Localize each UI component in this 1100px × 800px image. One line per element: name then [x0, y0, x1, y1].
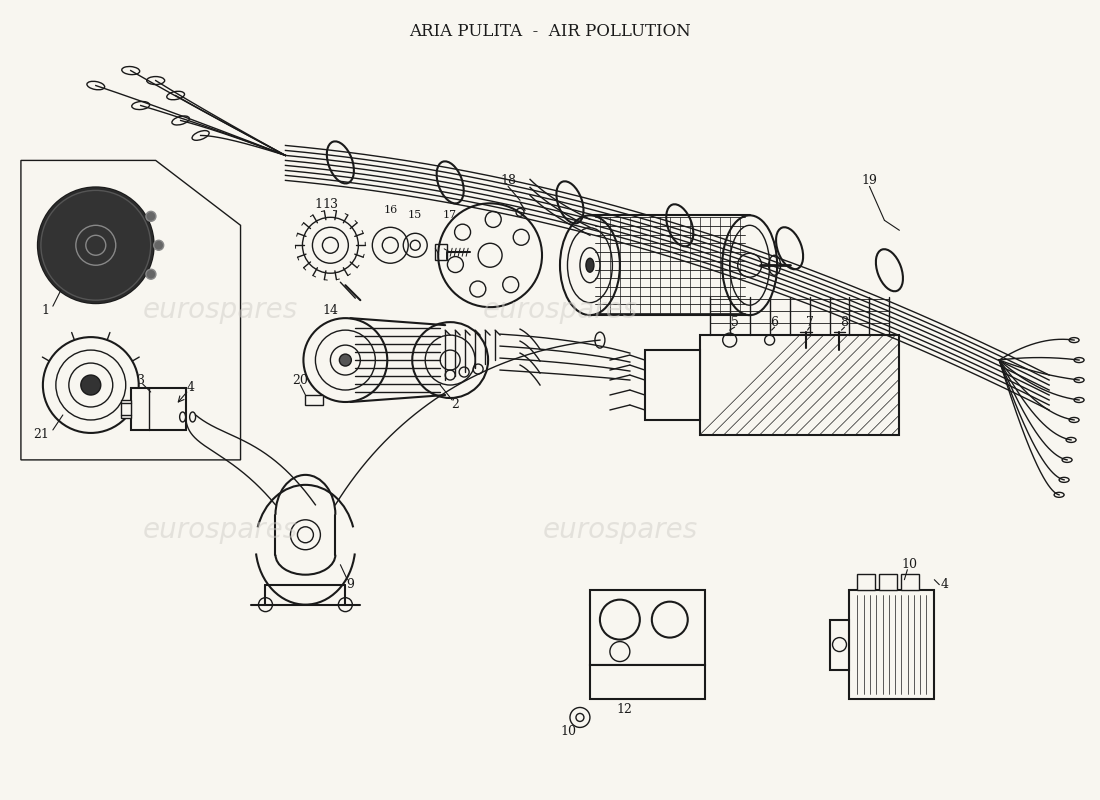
Bar	[590, 665, 705, 699]
Text: 19: 19	[861, 174, 878, 187]
Text: eurospares: eurospares	[143, 296, 298, 324]
Circle shape	[41, 190, 151, 300]
Text: 14: 14	[322, 304, 339, 317]
Circle shape	[37, 187, 154, 303]
Bar	[590, 590, 705, 665]
Circle shape	[340, 354, 351, 366]
Text: 7: 7	[805, 316, 814, 329]
Text: ARIA PULITA  -  AIR POLLUTION: ARIA PULITA - AIR POLLUTION	[409, 22, 691, 40]
Bar	[121, 400, 131, 418]
Bar	[131, 388, 186, 430]
Text: 18: 18	[500, 174, 516, 187]
Text: 13: 13	[322, 198, 339, 211]
Text: 12: 12	[617, 703, 632, 716]
Bar	[901, 574, 920, 590]
Bar	[829, 620, 849, 670]
Text: 3: 3	[136, 374, 145, 386]
Text: 5: 5	[730, 316, 738, 329]
Circle shape	[146, 211, 156, 222]
Circle shape	[146, 270, 156, 279]
Text: eurospares: eurospares	[542, 516, 697, 544]
Text: 2: 2	[451, 398, 459, 411]
Bar	[849, 590, 934, 699]
Bar	[645, 350, 700, 420]
Text: 6: 6	[771, 316, 779, 329]
Ellipse shape	[586, 258, 594, 272]
Text: 16: 16	[383, 206, 397, 215]
Text: 10: 10	[901, 558, 917, 571]
Text: 9: 9	[346, 578, 354, 591]
Text: eurospares: eurospares	[483, 296, 638, 324]
Text: 1: 1	[42, 304, 50, 317]
Bar	[700, 335, 900, 435]
Text: 4: 4	[940, 578, 948, 591]
Bar	[879, 574, 898, 590]
Bar	[306, 395, 323, 405]
Bar	[858, 574, 876, 590]
Text: 1: 1	[315, 198, 322, 211]
Circle shape	[80, 375, 101, 395]
Circle shape	[154, 240, 164, 250]
Text: 10: 10	[560, 725, 576, 738]
Text: 20: 20	[293, 374, 308, 386]
Text: 8: 8	[840, 316, 848, 329]
Text: 15: 15	[408, 210, 422, 220]
Text: 21: 21	[33, 429, 48, 442]
Text: eurospares: eurospares	[143, 516, 298, 544]
Text: 17: 17	[443, 210, 458, 220]
Text: 4: 4	[187, 381, 195, 394]
Bar	[436, 244, 448, 260]
